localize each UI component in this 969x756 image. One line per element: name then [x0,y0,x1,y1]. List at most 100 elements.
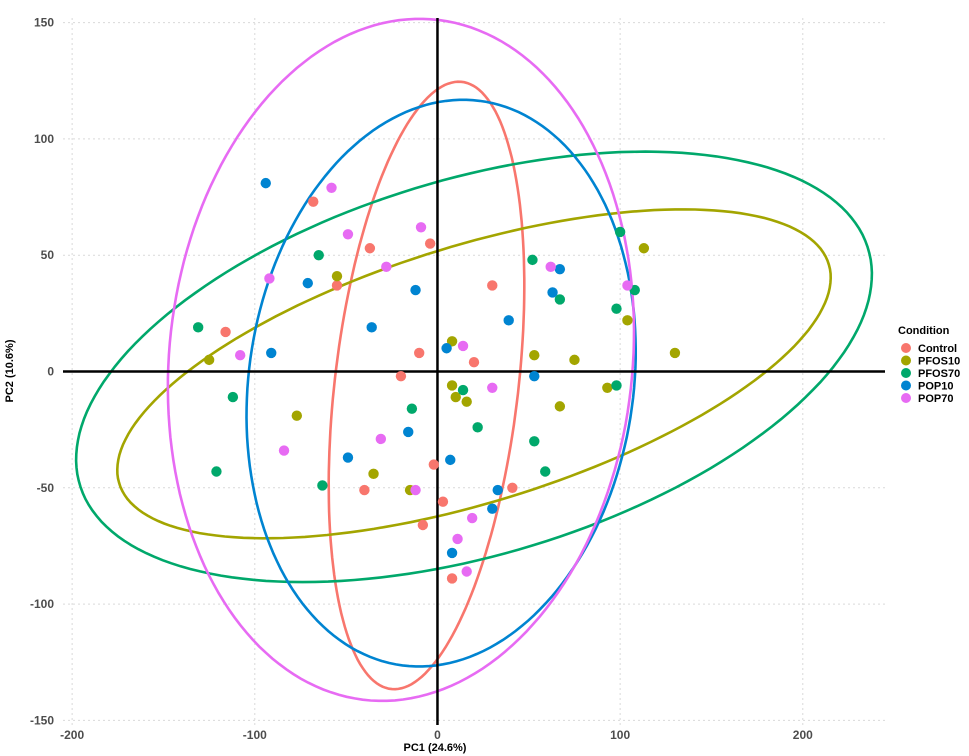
y-axis-title: PC2 (10.6%) [4,339,16,402]
point-pop10 [266,347,277,359]
legend-label-pop10: POP10 [918,381,953,393]
point-pfos70 [529,436,540,447]
point-pop10 [487,503,498,514]
point-pop70 [461,566,472,577]
data-points [192,177,681,584]
point-pop70 [264,273,275,284]
point-pop70 [381,261,392,273]
point-control [331,280,343,291]
zero-lines [63,18,885,725]
point-pop70 [457,340,469,352]
point-pop70 [452,533,463,545]
x-tick-label: -200 [60,728,84,742]
point-pfos70 [611,380,622,391]
legend-key-pop10 [901,380,911,391]
point-pfos10 [461,396,472,407]
point-pfos10 [446,336,458,347]
point-control [359,484,370,496]
point-pop10 [446,547,458,559]
x-tick-label: 0 [434,728,441,742]
point-pop70 [410,484,421,496]
point-pfos10 [554,401,566,412]
point-pfos10 [203,354,215,366]
point-pfos70 [472,422,483,433]
point-pfos10 [368,468,379,480]
point-control [417,519,429,531]
y-tick-label: -50 [37,481,55,495]
point-pop70 [234,350,246,361]
point-pop10 [445,454,456,466]
y-tick-label: -150 [30,713,54,727]
y-tick-label: 150 [34,16,54,30]
point-pfos10 [569,354,580,366]
point-pop10 [554,263,566,275]
point-pfos10 [291,410,303,421]
point-control [487,280,498,291]
point-control [414,347,425,359]
point-pfos70 [406,403,418,414]
point-pop10 [529,370,540,382]
point-control [468,356,480,368]
point-control [395,370,407,382]
point-pfos10 [446,380,458,391]
point-pfos70 [457,384,469,396]
point-pop10 [410,284,421,296]
point-pfos70 [192,322,204,333]
legend-label-pfos70: PFOS70 [918,368,960,380]
point-control [437,496,449,507]
point-control [220,326,231,338]
point-control [308,196,319,207]
confidence-ellipses [74,17,874,703]
point-pop10 [403,426,414,438]
point-pop70 [278,445,290,456]
point-pfos10 [331,270,343,282]
x-tick-label: 100 [610,728,630,742]
point-pfos10 [638,243,650,254]
point-pop70 [622,280,633,291]
point-control [364,243,376,254]
point-pfos70 [313,250,324,261]
point-pop10 [547,287,558,298]
legend-key-pfos70 [901,368,911,378]
x-axis-title: PC1 (24.6%) [404,742,467,754]
tick-labels: -200 -100 0 100 200 -150 -100 -50 0 50 100 150 [30,16,813,742]
y-tick-label: -100 [30,597,54,611]
point-pfos70 [227,391,239,403]
point-pfos70 [614,226,626,238]
point-pfos70 [554,294,566,305]
legend-label-control: Control [918,343,957,355]
y-tick-label: 0 [47,365,54,379]
point-pop70 [545,261,556,273]
y-tick-label: 50 [41,248,55,262]
legend-title: Condition [898,325,950,337]
point-pfos70 [611,303,622,314]
ellipse-control [327,80,526,691]
point-pop70 [375,433,387,445]
point-pop10 [260,177,271,189]
legend-label-pop70: POP70 [918,393,953,405]
point-pop10 [503,315,514,326]
point-pop70 [342,229,354,240]
point-pop10 [492,484,503,496]
point-pop10 [366,322,377,333]
legend-label-pfos10: PFOS10 [918,356,960,368]
point-pop10 [441,343,452,354]
point-control [446,573,458,584]
point-pop70 [415,222,427,233]
legend-key-control [901,343,911,353]
point-control [507,482,518,493]
y-tick-label: 100 [34,132,54,146]
point-pfos10 [529,350,540,361]
point-pfos70 [527,254,538,266]
ellipse-pfos10 [115,208,833,540]
point-control [428,459,440,470]
ellipse-pfos70 [74,150,874,584]
point-pop70 [466,512,478,524]
legend-key-pfos10 [901,355,911,366]
point-control [424,238,436,249]
point-pfos10 [450,391,461,403]
point-pfos10 [622,315,633,326]
